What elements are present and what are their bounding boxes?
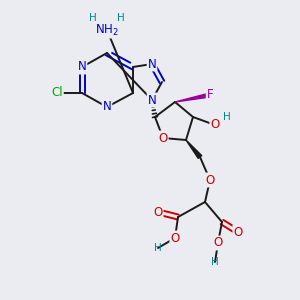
Text: N: N [148,94,156,106]
Text: Cl: Cl [51,86,63,100]
Text: N: N [148,58,156,70]
Text: H: H [154,243,162,253]
Polygon shape [186,140,202,158]
Text: F: F [207,88,213,101]
Text: N: N [78,61,86,74]
Text: $\mathregular{NH_2}$: $\mathregular{NH_2}$ [95,22,119,38]
Text: O: O [153,206,163,218]
Text: O: O [233,226,243,238]
Polygon shape [175,93,210,102]
Text: H: H [223,112,231,122]
Text: H: H [211,257,219,267]
Text: O: O [206,173,214,187]
Text: O: O [158,131,168,145]
Text: O: O [213,236,223,250]
Text: O: O [170,232,180,244]
Text: H: H [117,13,125,23]
Text: N: N [103,100,111,113]
Text: O: O [210,118,220,131]
Text: H: H [89,13,97,23]
